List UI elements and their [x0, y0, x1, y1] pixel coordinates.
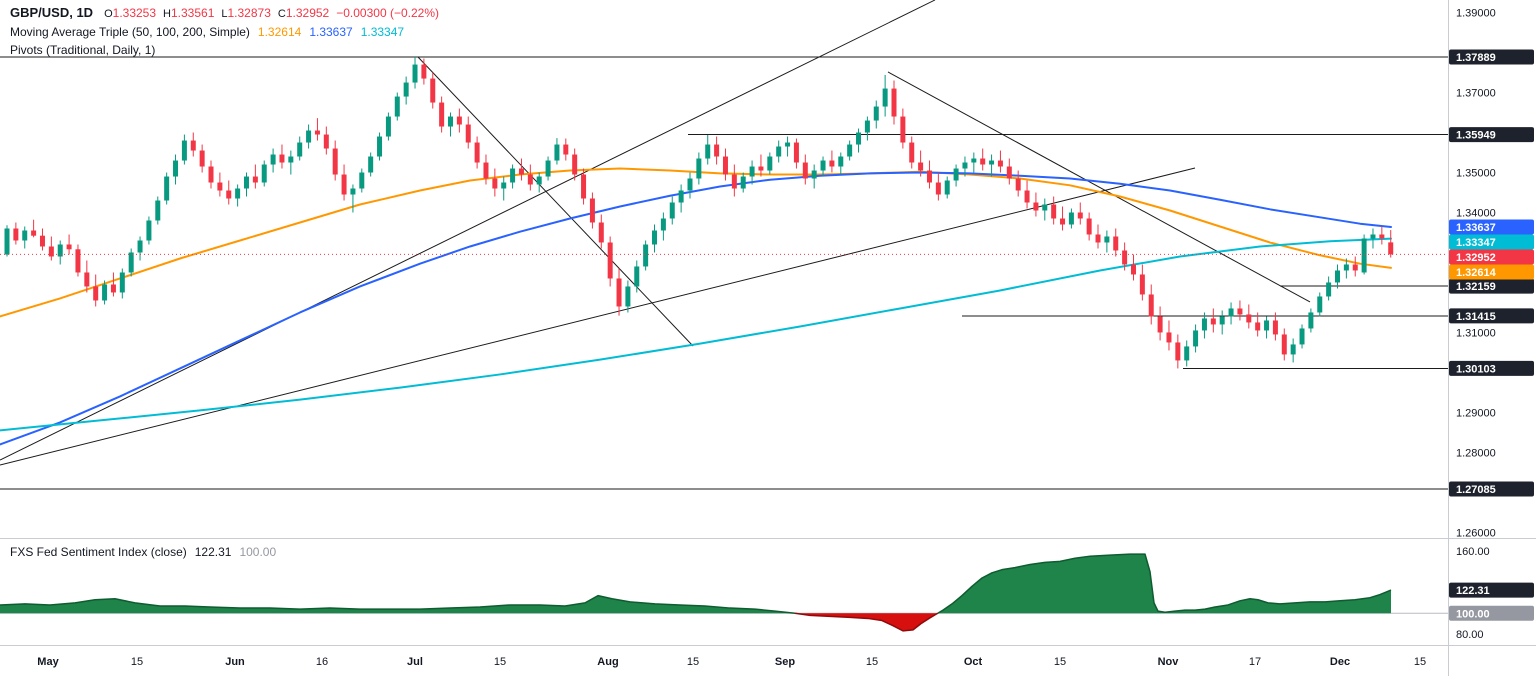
svg-text:1.32159: 1.32159 [1456, 281, 1496, 293]
sentiment-indicator-row: FXS Fed Sentiment Index (close) 122.31 100… [10, 543, 276, 561]
close-value: 1.32952 [285, 6, 330, 20]
svg-text:1.32614: 1.32614 [1456, 267, 1497, 279]
ma-indicator-row: Moving Average Triple (50, 100, 200, Sim… [10, 23, 439, 41]
svg-text:1.37889: 1.37889 [1456, 52, 1496, 64]
pivots-indicator-row: Pivots (Traditional, Daily, 1) [10, 41, 439, 59]
candles-layer[interactable] [4, 56, 1394, 369]
ma-indicator-label[interactable]: Moving Average Triple (50, 100, 200, Sim… [10, 25, 250, 39]
svg-text:122.31: 122.31 [1456, 585, 1490, 597]
svg-text:15: 15 [1054, 656, 1066, 668]
high-value: 1.33561 [170, 6, 215, 20]
svg-text:1.31415: 1.31415 [1456, 311, 1496, 323]
svg-text:15: 15 [1414, 656, 1426, 668]
ma100-value: 1.33637 [309, 25, 353, 39]
svg-text:1.37000: 1.37000 [1456, 88, 1496, 100]
chart-legend: GBP/USD, 1D O1.33253 H1.33561 L1.32873 C1.32… [10, 4, 439, 59]
svg-text:17: 17 [1249, 656, 1261, 668]
svg-text:Sep: Sep [775, 656, 795, 668]
change-value: −0.00300 (−0.22%) [336, 6, 439, 20]
svg-text:15: 15 [131, 656, 143, 668]
svg-text:Jun: Jun [225, 656, 245, 668]
svg-text:1.27085: 1.27085 [1456, 484, 1496, 496]
svg-text:1.34000: 1.34000 [1456, 208, 1496, 220]
svg-text:80.00: 80.00 [1456, 629, 1484, 641]
sentiment-baseline-value: 100.00 [239, 545, 277, 559]
low-value: 1.32873 [227, 6, 271, 20]
sentiment-close-value: 122.31 [194, 545, 232, 559]
high-label: H [163, 8, 171, 20]
svg-text:1.30103: 1.30103 [1456, 363, 1496, 375]
pivots-indicator-label[interactable]: Pivots (Traditional, Daily, 1) [10, 43, 156, 57]
svg-text:1.31000: 1.31000 [1456, 327, 1496, 339]
sentiment-legend: FXS Fed Sentiment Index (close) 122.31 100… [10, 543, 276, 561]
svg-text:1.33637: 1.33637 [1456, 222, 1496, 234]
svg-text:Jul: Jul [407, 656, 423, 668]
symbol-row: GBP/USD, 1D O1.33253 H1.33561 L1.32873 C1.32… [10, 4, 439, 23]
sentiment-pane[interactable] [0, 553, 1448, 632]
svg-text:1.28000: 1.28000 [1456, 447, 1496, 459]
ma50-value: 1.32614 [257, 25, 302, 39]
svg-text:100.00: 100.00 [1456, 608, 1490, 620]
svg-text:160.00: 160.00 [1456, 546, 1490, 558]
svg-text:1.32952: 1.32952 [1456, 252, 1496, 264]
ma200-value: 1.33347 [360, 25, 405, 39]
symbol-title[interactable]: GBP/USD, 1D [10, 5, 94, 20]
low-label: L [221, 8, 228, 20]
price-scale[interactable]: 1.39000 1.37000 1.35000 1.34000 1.31000 1.290… [1449, 8, 1534, 641]
time-scale[interactable]: May 15 Jun 16 Jul 15 Aug 15 Sep 15 Oct 15 Nov 17 Dec 15 [37, 656, 1426, 668]
svg-text:1.35949: 1.35949 [1456, 130, 1496, 142]
open-value: 1.33253 [112, 6, 157, 20]
open-label: O [104, 8, 113, 20]
svg-text:15: 15 [866, 656, 878, 668]
svg-text:1.33347: 1.33347 [1456, 237, 1496, 249]
trendlines-layer [0, 56, 1448, 490]
svg-text:15: 15 [494, 656, 506, 668]
svg-text:1.35000: 1.35000 [1456, 168, 1496, 180]
close-label: C [277, 8, 286, 20]
svg-text:Nov: Nov [1158, 656, 1180, 668]
diagonal-trendlines-layer [0, 0, 1311, 466]
svg-text:1.29000: 1.29000 [1456, 407, 1496, 419]
svg-text:Dec: Dec [1330, 656, 1350, 668]
svg-text:15: 15 [687, 656, 699, 668]
svg-text:1.26000: 1.26000 [1456, 527, 1496, 539]
svg-text:Oct: Oct [964, 656, 983, 668]
svg-text:1.39000: 1.39000 [1456, 8, 1496, 20]
svg-text:16: 16 [316, 656, 328, 668]
svg-text:May: May [37, 656, 59, 668]
sentiment-indicator-label[interactable]: FXS Fed Sentiment Index (close) [10, 545, 187, 559]
svg-text:Aug: Aug [597, 656, 618, 668]
